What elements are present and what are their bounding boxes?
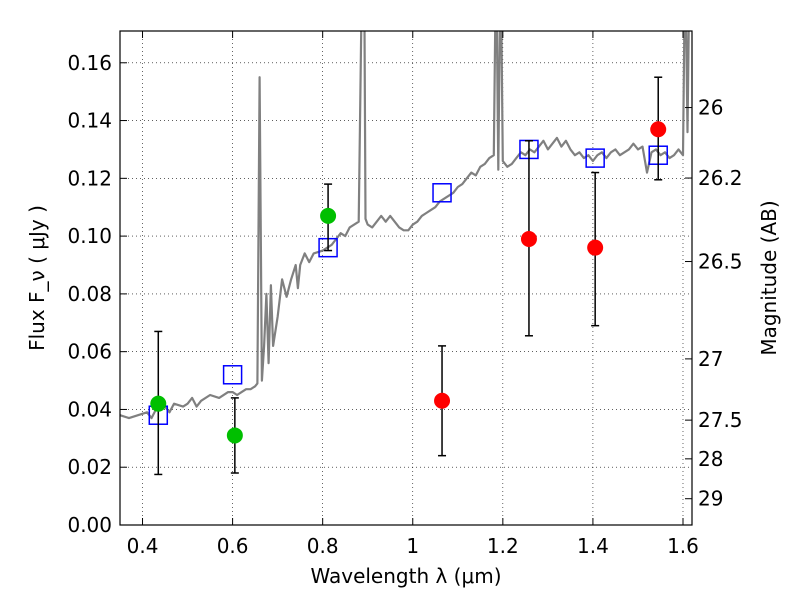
right-tick-label: 27 — [698, 347, 723, 371]
right-tick-label: 29 — [698, 487, 723, 511]
non-detection-point — [587, 239, 604, 256]
right-tick-label: 28 — [698, 447, 723, 471]
y-tick-label: 0.16 — [67, 51, 112, 75]
y-axis-label: Flux F_ν ( μJy ) — [25, 205, 49, 351]
x-tick-label: 1 — [406, 534, 419, 558]
right-tick-label: 26.5 — [698, 250, 743, 274]
x-tick-label: 0.6 — [217, 534, 249, 558]
model-photometry-square — [585, 148, 605, 168]
y-tick-label: 0.10 — [67, 224, 112, 248]
y-tick-label: 0.04 — [67, 397, 112, 421]
y-tick-label: 0.14 — [67, 109, 112, 133]
y-tick-label: 0.12 — [67, 166, 112, 190]
y-tick-label: 0.06 — [67, 340, 112, 364]
detection-point — [226, 427, 243, 444]
y-tick-label: 0.00 — [67, 513, 112, 537]
non-detection-point — [520, 231, 537, 247]
model-photometry-square — [432, 183, 452, 203]
x-tick-label: 0.8 — [307, 534, 339, 558]
x-tick-label: 0.4 — [127, 534, 159, 558]
non-detection-point — [650, 121, 667, 138]
axes: 0.4 0.6 0.8 1 1.2 1.4 1.6 0.00 0.02 0.04 0.06 0.08 0… — [67, 31, 743, 558]
non-detection-point — [434, 392, 451, 409]
right-tick-label: 26.2 — [698, 166, 743, 190]
x-tick-label: 1.4 — [577, 534, 609, 558]
model-photometry-square — [222, 365, 243, 385]
plot-area — [120, 31, 690, 476]
y-tick-label: 0.08 — [67, 282, 112, 306]
right-tick-label: 26 — [698, 96, 723, 120]
y-tick-label: 0.02 — [67, 455, 112, 479]
x-tick-label: 1.2 — [487, 534, 519, 558]
detection-point — [320, 207, 337, 224]
right-axis-label: Magnitude (AB) — [757, 200, 781, 355]
detection-point — [150, 395, 167, 412]
right-tick-label: 27.5 — [698, 408, 743, 432]
x-axis-label: Wavelength λ (μm) — [310, 564, 501, 588]
plot-frame — [119, 30, 693, 526]
x-tick-label: 1.6 — [667, 534, 699, 558]
